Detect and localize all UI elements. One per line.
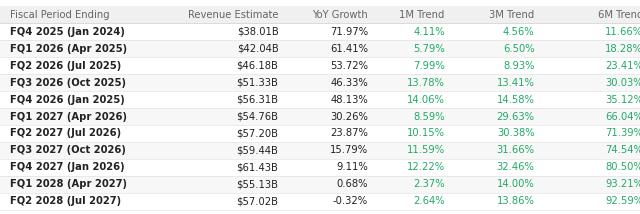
Text: 80.50%: 80.50% — [605, 162, 640, 172]
Bar — [0, 40, 640, 57]
Text: YoY Growth: YoY Growth — [312, 10, 368, 20]
Text: 14.06%: 14.06% — [407, 95, 445, 105]
Bar — [0, 193, 640, 210]
Text: 12.22%: 12.22% — [406, 162, 445, 172]
Text: 66.04%: 66.04% — [605, 111, 640, 122]
Text: 48.13%: 48.13% — [330, 95, 368, 105]
Text: 18.28%: 18.28% — [605, 44, 640, 54]
Text: 14.58%: 14.58% — [497, 95, 534, 105]
Text: -0.32%: -0.32% — [333, 196, 368, 206]
Bar — [0, 125, 640, 142]
Text: 74.54%: 74.54% — [605, 146, 640, 155]
Bar — [0, 108, 640, 125]
Text: $46.18B: $46.18B — [237, 61, 278, 71]
Bar — [0, 142, 640, 159]
Text: 92.59%: 92.59% — [605, 196, 640, 206]
Bar — [0, 74, 640, 91]
Text: $57.20B: $57.20B — [236, 128, 278, 138]
Text: FQ1 2028 (Apr 2027): FQ1 2028 (Apr 2027) — [10, 179, 127, 189]
Text: 46.33%: 46.33% — [330, 78, 368, 88]
Text: 2.64%: 2.64% — [413, 196, 445, 206]
Text: 2.37%: 2.37% — [413, 179, 445, 189]
Text: FQ1 2027 (Apr 2026): FQ1 2027 (Apr 2026) — [10, 111, 127, 122]
Text: Revenue Estimate: Revenue Estimate — [188, 10, 278, 20]
Text: 1M Trend: 1M Trend — [399, 10, 445, 20]
Bar — [0, 6, 640, 23]
Text: 11.66%: 11.66% — [605, 27, 640, 37]
Text: 3M Trend: 3M Trend — [489, 10, 534, 20]
Bar — [0, 176, 640, 193]
Text: 8.59%: 8.59% — [413, 111, 445, 122]
Text: 53.72%: 53.72% — [330, 61, 368, 71]
Text: 29.63%: 29.63% — [497, 111, 534, 122]
Text: FQ2 2026 (Jul 2025): FQ2 2026 (Jul 2025) — [10, 61, 121, 71]
Text: FQ3 2026 (Oct 2025): FQ3 2026 (Oct 2025) — [10, 78, 125, 88]
Text: 71.97%: 71.97% — [330, 27, 368, 37]
Bar — [0, 159, 640, 176]
Text: 23.41%: 23.41% — [605, 61, 640, 71]
Text: $61.43B: $61.43B — [237, 162, 278, 172]
Text: 9.11%: 9.11% — [336, 162, 368, 172]
Text: 13.78%: 13.78% — [407, 78, 445, 88]
Text: $51.33B: $51.33B — [237, 78, 278, 88]
Text: 13.41%: 13.41% — [497, 78, 534, 88]
Text: $57.02B: $57.02B — [236, 196, 278, 206]
Text: 30.26%: 30.26% — [330, 111, 368, 122]
Text: FQ4 2025 (Jan 2024): FQ4 2025 (Jan 2024) — [10, 27, 124, 37]
Text: 4.56%: 4.56% — [503, 27, 534, 37]
Text: 23.87%: 23.87% — [330, 128, 368, 138]
Text: FQ2 2028 (Jul 2027): FQ2 2028 (Jul 2027) — [10, 196, 121, 206]
Bar — [0, 91, 640, 108]
Text: FQ4 2027 (Jan 2026): FQ4 2027 (Jan 2026) — [10, 162, 124, 172]
Text: 10.15%: 10.15% — [407, 128, 445, 138]
Text: 11.59%: 11.59% — [406, 146, 445, 155]
Text: 30.38%: 30.38% — [497, 128, 534, 138]
Text: 93.21%: 93.21% — [605, 179, 640, 189]
Text: 15.79%: 15.79% — [330, 146, 368, 155]
Text: $42.04B: $42.04B — [237, 44, 278, 54]
Text: 30.03%: 30.03% — [605, 78, 640, 88]
Text: 61.41%: 61.41% — [330, 44, 368, 54]
Text: 32.46%: 32.46% — [497, 162, 534, 172]
Text: $56.31B: $56.31B — [236, 95, 278, 105]
Text: 14.00%: 14.00% — [497, 179, 534, 189]
Text: 5.79%: 5.79% — [413, 44, 445, 54]
Text: $54.76B: $54.76B — [236, 111, 278, 122]
Text: 71.39%: 71.39% — [605, 128, 640, 138]
Text: 6M Trend: 6M Trend — [598, 10, 640, 20]
Text: FQ1 2026 (Apr 2025): FQ1 2026 (Apr 2025) — [10, 44, 127, 54]
Text: $38.01B: $38.01B — [237, 27, 278, 37]
Text: 13.86%: 13.86% — [497, 196, 534, 206]
Text: $59.44B: $59.44B — [237, 146, 278, 155]
Text: 31.66%: 31.66% — [497, 146, 534, 155]
Bar — [0, 23, 640, 40]
Text: FQ2 2027 (Jul 2026): FQ2 2027 (Jul 2026) — [10, 128, 121, 138]
Text: FQ4 2026 (Jan 2025): FQ4 2026 (Jan 2025) — [10, 95, 124, 105]
Bar — [0, 57, 640, 74]
Text: 4.11%: 4.11% — [413, 27, 445, 37]
Text: Fiscal Period Ending: Fiscal Period Ending — [10, 10, 109, 20]
Text: 8.93%: 8.93% — [503, 61, 534, 71]
Text: 0.68%: 0.68% — [337, 179, 368, 189]
Text: 6.50%: 6.50% — [503, 44, 534, 54]
Text: 7.99%: 7.99% — [413, 61, 445, 71]
Text: $55.13B: $55.13B — [236, 179, 278, 189]
Text: 35.12%: 35.12% — [605, 95, 640, 105]
Text: FQ3 2027 (Oct 2026): FQ3 2027 (Oct 2026) — [10, 146, 125, 155]
